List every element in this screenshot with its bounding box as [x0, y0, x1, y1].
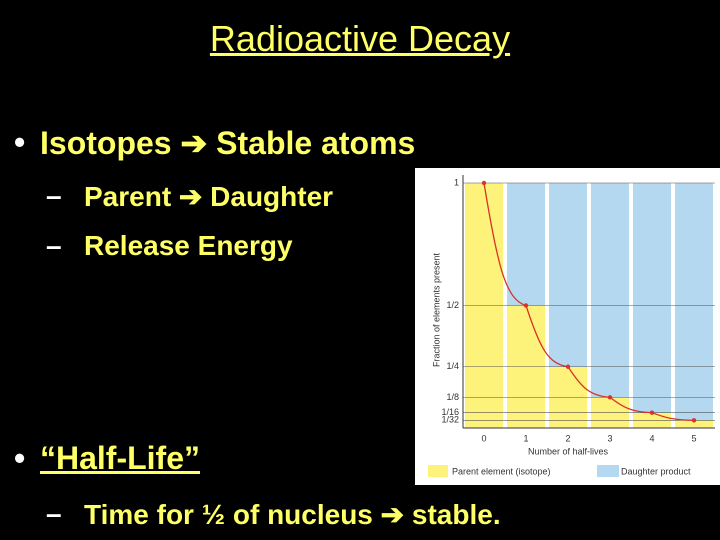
legend-label: Parent element (isotope)	[452, 466, 551, 476]
y-tick-label: 1/32	[441, 415, 459, 425]
x-tick-label: 1	[523, 433, 528, 443]
bar-segment	[549, 183, 587, 367]
dash: –	[46, 180, 62, 211]
bar-segment	[591, 183, 629, 398]
slide-title: Radioactive Decay	[209, 18, 511, 59]
x-axis-label: Number of half-lives	[528, 446, 609, 456]
sub-bullet: Parent ➔ Daughter	[84, 181, 334, 212]
sub-bullet: Time for ½ of nucleus ➔ stable.	[84, 499, 501, 530]
y-tick-label: 1/8	[446, 392, 459, 402]
bar-segment	[675, 420, 713, 428]
x-tick-label: 2	[565, 433, 570, 443]
y-tick-label: 1/16	[441, 407, 459, 417]
curve-point	[649, 410, 655, 415]
y-axis-label: Fraction of elements present	[431, 252, 441, 367]
sub-bullet: Release Energy	[84, 230, 293, 261]
dash: –	[46, 498, 62, 529]
bar-segment	[507, 183, 545, 306]
y-tick-label: 1/4	[446, 361, 459, 371]
curve-point	[481, 180, 487, 186]
bar-segment	[633, 183, 671, 413]
bullet: Isotopes ➔ Stable atoms	[40, 125, 416, 161]
curve-point	[607, 395, 613, 400]
bar-segment	[675, 183, 713, 421]
legend-label: Daughter product	[621, 466, 691, 476]
curve-point	[565, 364, 571, 369]
x-tick-label: 0	[481, 433, 486, 443]
y-tick-label: 1	[454, 177, 459, 187]
curve-point	[691, 418, 697, 423]
x-tick-label: 5	[691, 433, 696, 443]
y-tick-label: 1/2	[446, 300, 459, 310]
x-tick-label: 4	[649, 433, 654, 443]
curve-point	[523, 303, 529, 308]
dash: –	[46, 230, 62, 261]
bullet-marker: •	[14, 440, 26, 476]
legend-swatch	[428, 465, 448, 477]
bullet-marker: •	[14, 124, 26, 160]
x-tick-label: 3	[607, 433, 612, 443]
legend-swatch	[597, 465, 619, 477]
bullet: “Half-Life”	[40, 440, 200, 476]
